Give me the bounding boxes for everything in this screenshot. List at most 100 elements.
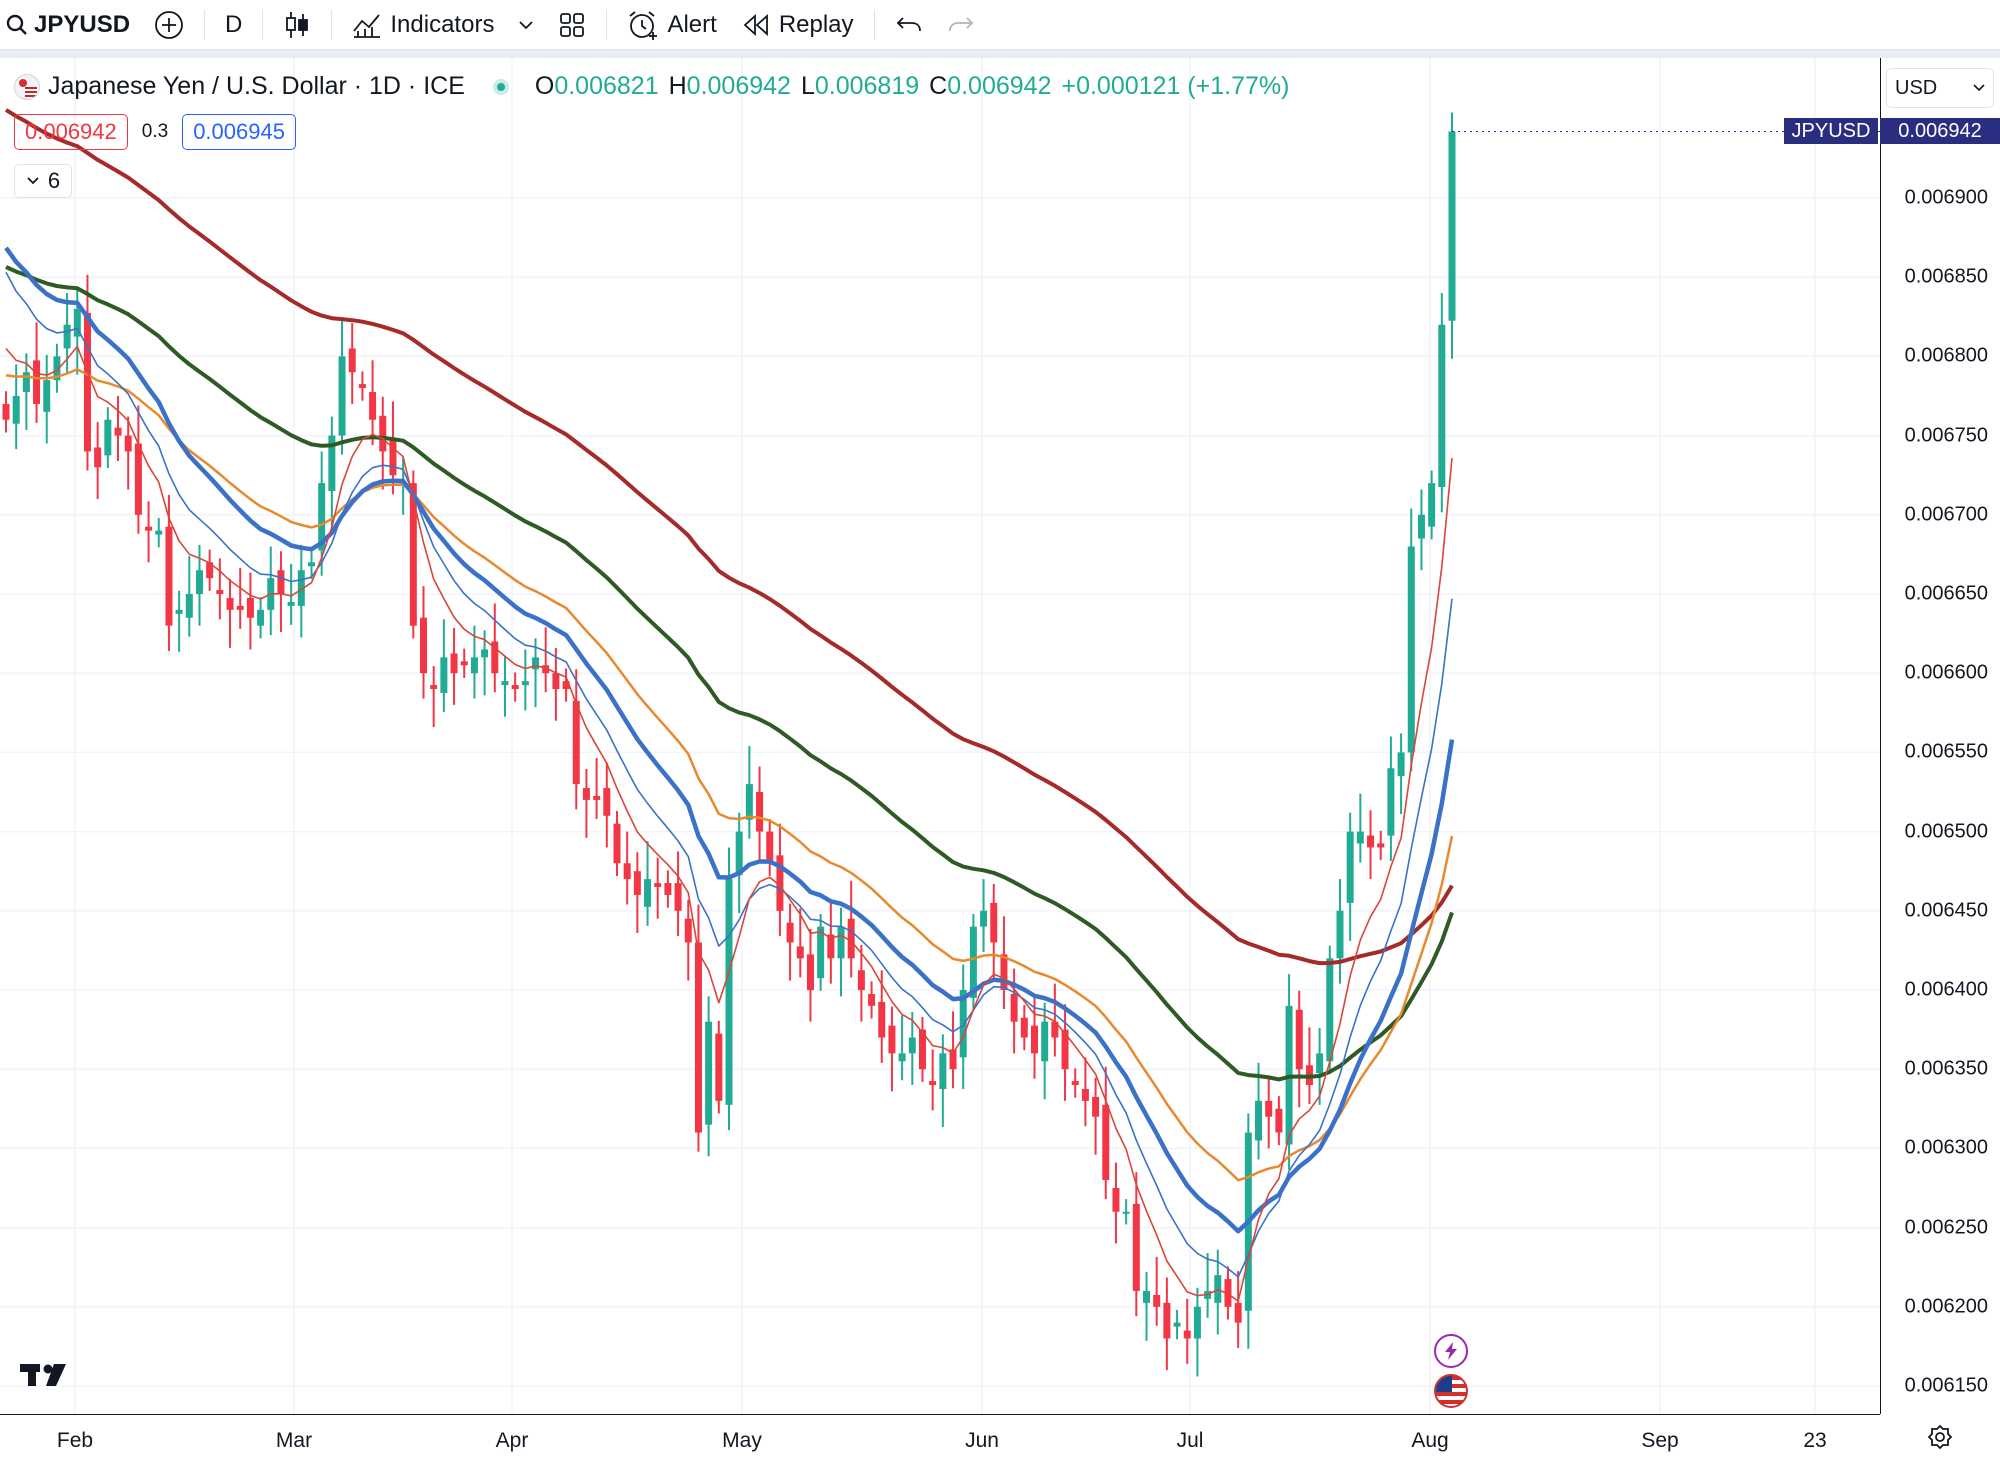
- templates-dropdown[interactable]: [506, 3, 546, 47]
- candle: [1326, 945, 1334, 1074]
- candle: [756, 766, 764, 864]
- candle: [1153, 1256, 1161, 1326]
- time-tick-label: May: [722, 1429, 762, 1452]
- high-value: 0.006942: [686, 72, 791, 100]
- candle: [236, 567, 244, 629]
- undo-button[interactable]: [883, 3, 935, 47]
- candle: [511, 672, 519, 702]
- candle: [1448, 112, 1456, 359]
- candle: [1244, 1113, 1252, 1349]
- indicators-button[interactable]: Indicators: [340, 3, 506, 47]
- candle: [786, 903, 794, 981]
- indicators-collapse-button[interactable]: 6: [14, 164, 72, 198]
- candle: [318, 451, 326, 576]
- symbol-price-tag: JPYUSD: [1784, 118, 1878, 144]
- candle: [908, 1012, 916, 1086]
- event-marker-dividend[interactable]: [1434, 1334, 1468, 1368]
- time-scale[interactable]: Feb Mar Apr May Jun Jul Aug Sep 23: [0, 1414, 1880, 1457]
- candle: [542, 627, 550, 693]
- currency-select[interactable]: USD: [1886, 68, 1994, 108]
- chevron-down-icon: [27, 177, 39, 185]
- price-tick-label: 0.006650: [1904, 582, 1988, 605]
- candle: [440, 619, 448, 713]
- candle: [63, 293, 71, 374]
- interval-button[interactable]: D: [225, 10, 243, 38]
- time-tick-label: 23: [1803, 1429, 1827, 1452]
- candle: [817, 913, 825, 991]
- candle: [175, 590, 183, 652]
- candle: [460, 648, 468, 678]
- layout-button[interactable]: [546, 3, 598, 47]
- compare-button[interactable]: [142, 3, 196, 47]
- price-tick-label: 0.006200: [1904, 1295, 1988, 1318]
- candle: [1397, 733, 1405, 815]
- tradingview-logo[interactable]: [18, 1360, 72, 1395]
- chevron-down-icon: [519, 20, 534, 29]
- candle: [1316, 1028, 1324, 1105]
- candle: [562, 668, 570, 702]
- candle: [644, 841, 652, 926]
- candle: [939, 1034, 947, 1128]
- candle: [145, 501, 153, 563]
- price-tick-label: 0.006400: [1904, 978, 1988, 1001]
- buy-button[interactable]: 0.006945: [182, 114, 296, 150]
- candle: [257, 597, 265, 639]
- time-tick-label: Aug: [1411, 1429, 1449, 1452]
- candle: [277, 551, 285, 633]
- sell-button[interactable]: 0.006942: [14, 114, 128, 150]
- price-tick-label: 0.006300: [1904, 1136, 1988, 1159]
- price-tick-label: 0.006700: [1904, 503, 1988, 526]
- candle: [613, 811, 621, 876]
- market-status-icon: [492, 78, 509, 95]
- price-scale[interactable]: 0.006900 0.006850 0.006800 0.006750 0.006700…: [1880, 58, 2000, 1414]
- candle: [705, 996, 713, 1157]
- candle: [246, 572, 254, 650]
- moving-average-line: [5, 368, 1454, 1182]
- price-tick-label: 0.006550: [1904, 740, 1988, 763]
- chart-type-button[interactable]: [271, 3, 323, 47]
- candle: [664, 870, 672, 908]
- spread-value: 0.3: [141, 121, 169, 142]
- candle: [1285, 974, 1293, 1170]
- alert-label: Alert: [667, 10, 717, 38]
- replay-button[interactable]: Replay: [729, 3, 866, 47]
- candle: [114, 396, 122, 461]
- candle: [450, 628, 458, 705]
- undo-icon: [896, 16, 921, 31]
- candle: [501, 655, 509, 717]
- close-key: C: [929, 72, 948, 100]
- redo-button[interactable]: [935, 3, 987, 47]
- candle: [12, 364, 20, 450]
- candle: [603, 762, 611, 848]
- candle: [2, 391, 10, 433]
- candle: [1173, 1309, 1181, 1340]
- candle: [1010, 968, 1018, 1054]
- chart-pane[interactable]: [0, 58, 1880, 1414]
- chart-settings-button[interactable]: [1920, 1420, 1960, 1454]
- price-chart[interactable]: [0, 58, 1880, 1414]
- economic-event-us-flag-icon[interactable]: [1434, 1374, 1468, 1408]
- alert-button[interactable]: Alert: [615, 3, 728, 47]
- candle: [1224, 1266, 1232, 1320]
- candle: [929, 1049, 937, 1111]
- search-icon: [6, 14, 27, 35]
- candle: [969, 913, 977, 1011]
- candle: [53, 343, 61, 393]
- candle: [1407, 508, 1415, 772]
- candle: [1071, 1068, 1079, 1098]
- time-tick-label: Jun: [965, 1429, 999, 1452]
- candle: [94, 422, 102, 499]
- candle: [297, 544, 305, 638]
- candle: [1051, 983, 1059, 1057]
- candle: [552, 647, 560, 721]
- last-price-label: 0.006942: [1880, 118, 2000, 144]
- candle: [1438, 293, 1446, 513]
- price-tick-label: 0.006150: [1904, 1374, 1988, 1397]
- candle: [1346, 812, 1354, 941]
- symbol-search-button[interactable]: JPYUSD: [0, 3, 142, 47]
- gear-icon: [1927, 1424, 1953, 1450]
- candle: [766, 818, 774, 876]
- moving-average-line: [5, 271, 1453, 1278]
- candle: [959, 964, 967, 1089]
- candle: [735, 812, 743, 914]
